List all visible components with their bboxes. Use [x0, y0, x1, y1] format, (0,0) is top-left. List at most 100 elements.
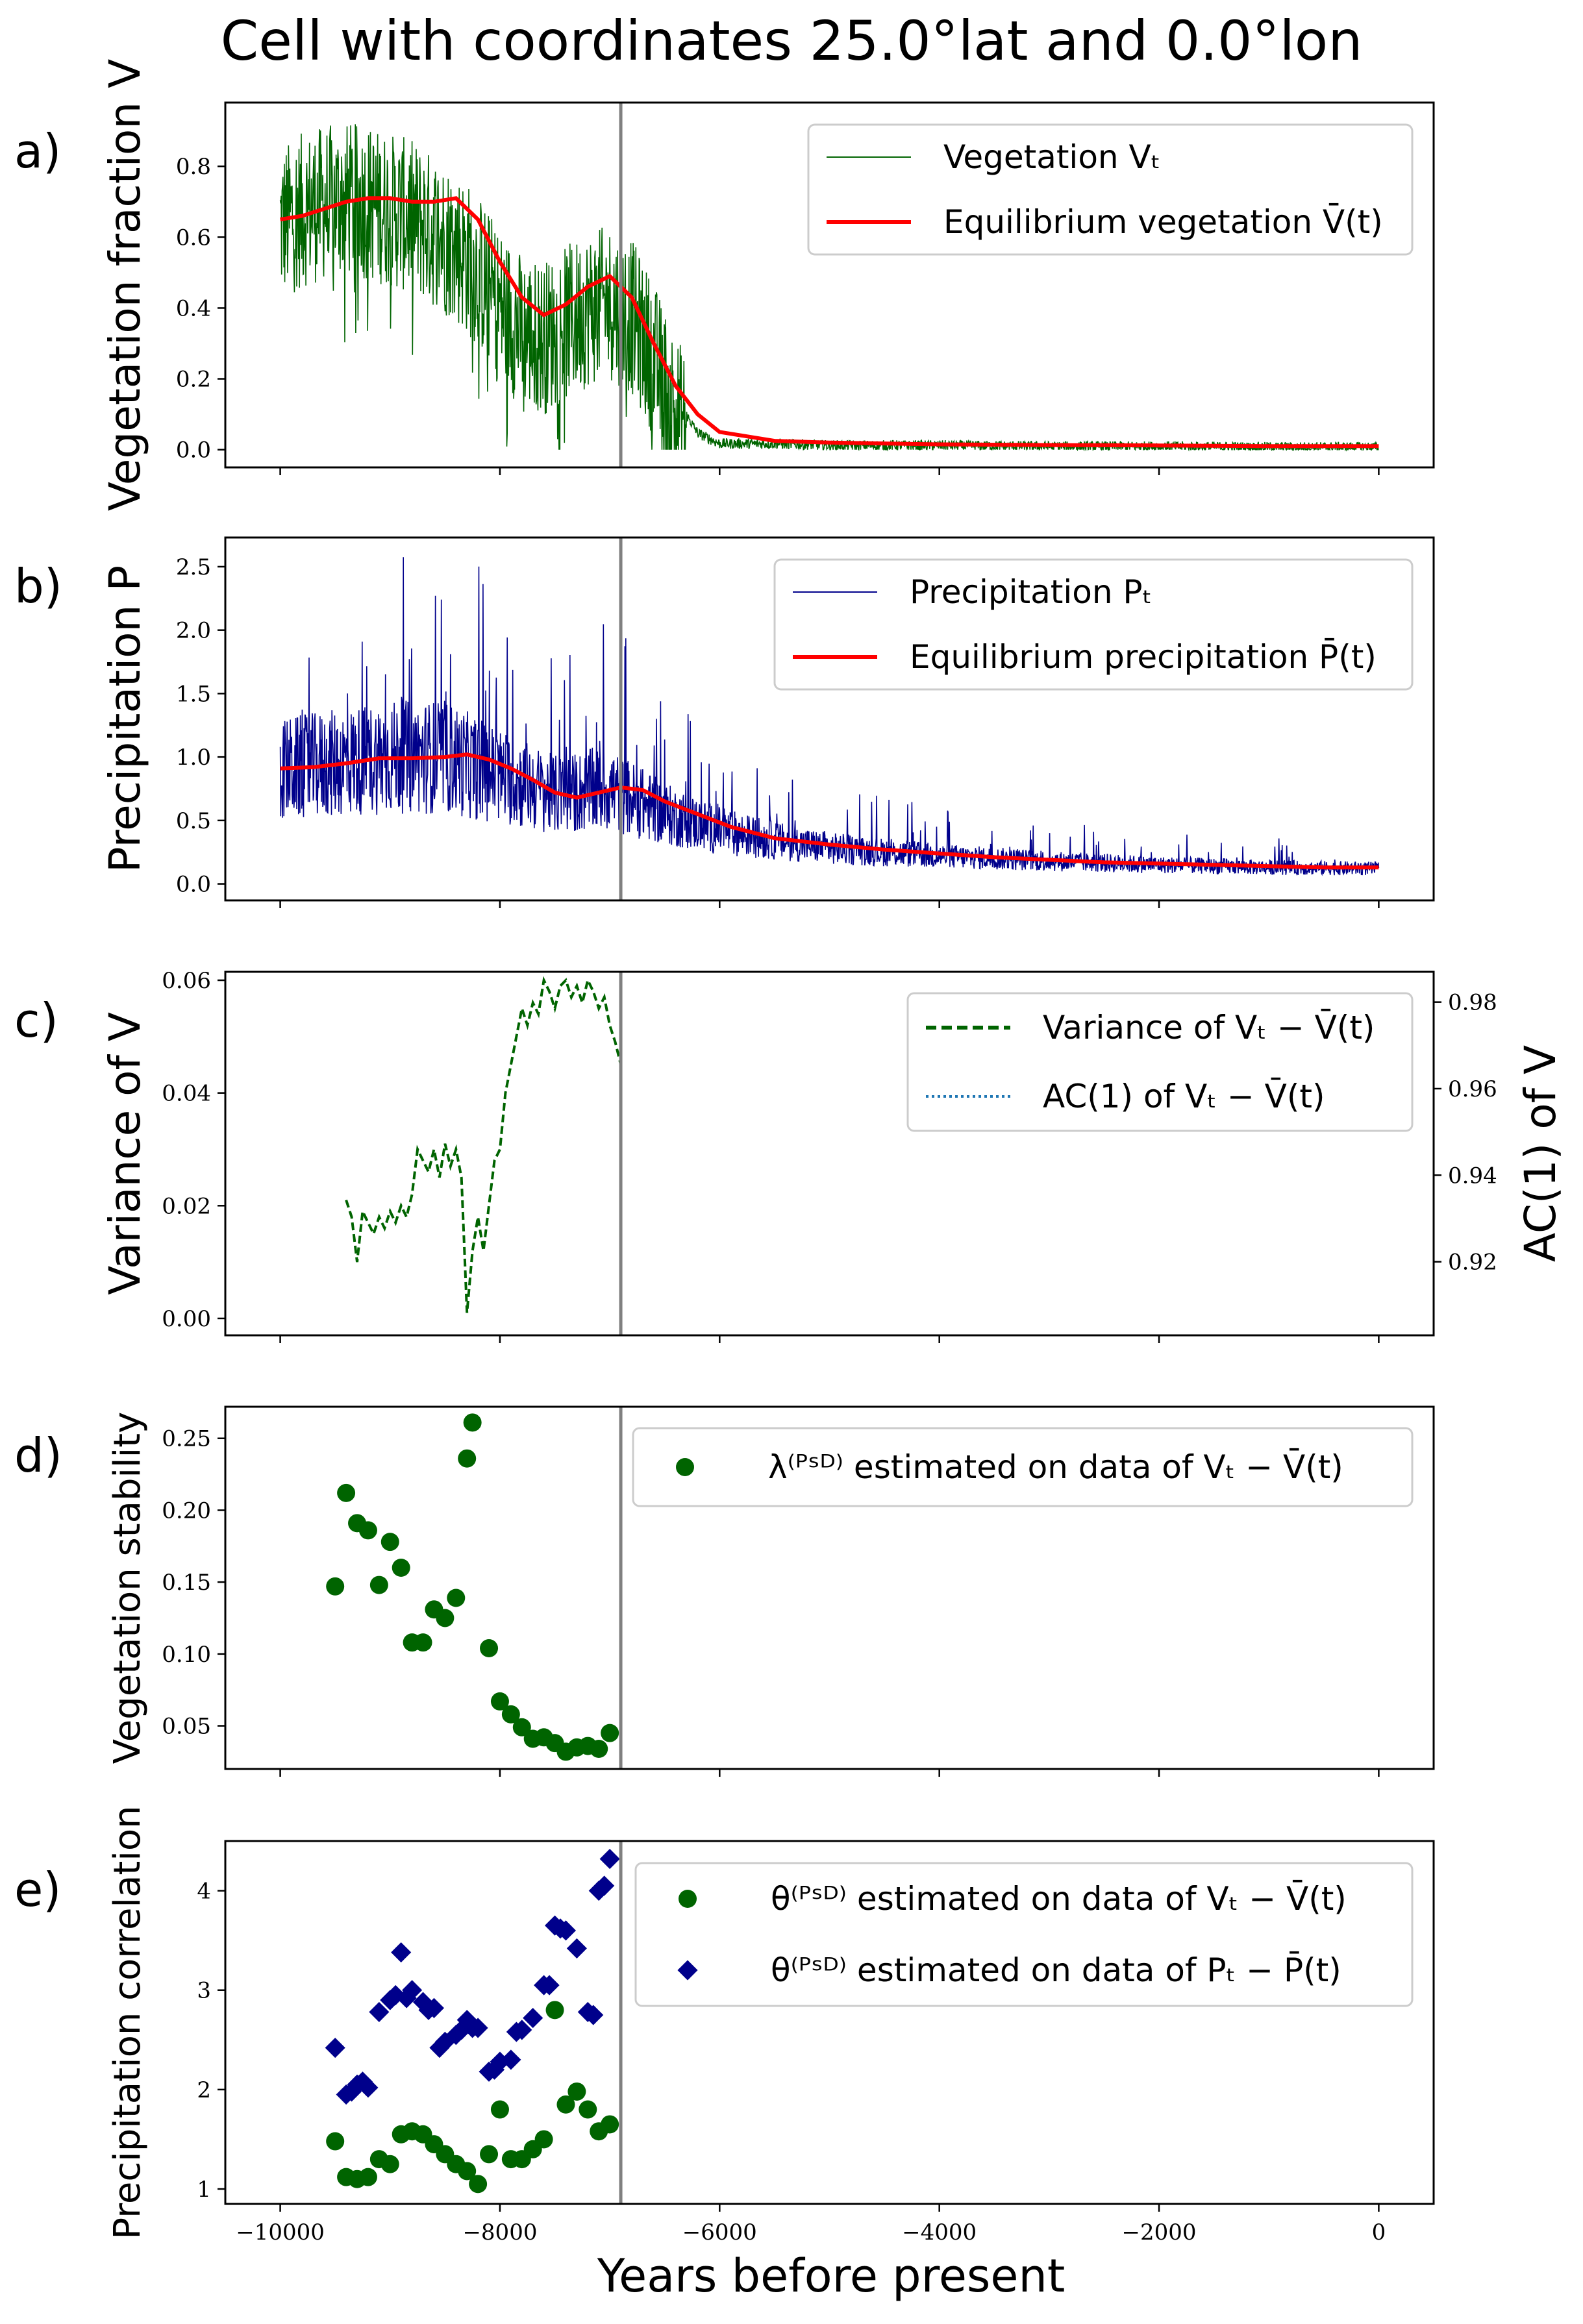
data-point [501, 1705, 520, 1724]
y-tick-label: 0.2 [176, 367, 211, 393]
data-point [601, 2115, 619, 2134]
legend-box [773, 558, 1414, 691]
data-point [480, 2145, 499, 2164]
data-point [469, 2175, 488, 2194]
x-tick-label: −8000 [462, 2219, 537, 2245]
y-axis-label: Precipitation P [100, 565, 150, 872]
x-tick-label: 0 [1372, 2219, 1386, 2245]
y-axis-label: Variance of V [100, 1012, 150, 1295]
data-point [458, 1449, 477, 1468]
data-point [414, 1633, 432, 1652]
data-point [545, 2001, 564, 2020]
y2-tick-label: 0.94 [1448, 1163, 1497, 1189]
legend-label: Equilibrium vegetation V̄(t) [943, 203, 1383, 241]
data-point-diamond [512, 2020, 532, 2040]
legend-box [634, 1862, 1414, 2007]
panel-e: e) Precipitation correlation 1 2 3 4 −10000 −80… [14, 1805, 1435, 2245]
y-axis-label: Precipitation correlation [106, 1805, 149, 2239]
series-line-equilibrium [280, 196, 1379, 449]
data-point-diamond [523, 2008, 543, 2029]
y-tick-label: 2.0 [176, 618, 211, 644]
x-tick-label: −10000 [236, 2219, 325, 2245]
data-point [380, 1533, 399, 1551]
data-point [358, 1521, 377, 1540]
data-point-diamond [391, 1942, 412, 1963]
plot-area [325, 1849, 620, 2194]
legend-label: AC(1) of Vₜ − V̄(t) [1043, 1077, 1325, 1115]
data-point-diamond [583, 2005, 604, 2025]
y-tick-label: 1.0 [176, 745, 211, 771]
y-tick-label: 0.0 [176, 438, 211, 464]
data-point [480, 1639, 499, 1657]
y2-tick-label: 0.96 [1448, 1076, 1497, 1102]
panel-letter: b) [14, 559, 62, 613]
legend-label: θ⁽ᴾˢᴰ⁾ estimated on data of Pₜ − P̄(t) [771, 1951, 1341, 1989]
y-tick-label: 1 [197, 2177, 211, 2203]
panel-letter: c) [14, 993, 58, 1048]
legend: Variance of Vₜ − V̄(t) AC(1) of Vₜ − V̄(t… [906, 992, 1414, 1132]
data-point-diamond [539, 1975, 560, 1996]
legend-marker [679, 1890, 697, 1908]
data-point-diamond [594, 1875, 615, 1896]
legend: θ⁽ᴾˢᴰ⁾ estimated on data of Vₜ − V̄(t) θ⁽… [634, 1862, 1414, 2007]
panels: a) Vegetation fraction V 0.0 0.2 0.4 0.6 0.8 Ve… [14, 59, 1565, 2245]
axes-frame [224, 101, 1435, 469]
data-point [490, 2100, 509, 2119]
data-point [463, 1413, 482, 1432]
y-tick-label: 0.05 [162, 1714, 211, 1740]
panel-c: c) Variance of V 0.00 0.02 0.04 0.06 0.92 0.94 0… [14, 968, 1565, 1343]
data-point [534, 2130, 553, 2149]
data-point-diamond [599, 1849, 620, 1870]
data-point [436, 1609, 455, 1627]
data-point-diamond [566, 1938, 587, 1959]
data-point-diamond [423, 1997, 445, 2018]
x-tick-label: −2000 [1122, 2219, 1197, 2245]
legend: Precipitation Pₜ Equilibrium precipitatio… [773, 558, 1414, 691]
y2-tick-label: 0.92 [1448, 1250, 1497, 1276]
y-tick-label: 0.25 [162, 1426, 211, 1452]
legend-label: θ⁽ᴾˢᴰ⁾ estimated on data of Vₜ − V̄(t) [771, 1879, 1347, 1918]
data-point [369, 1576, 388, 1594]
y-tick-label: 0.10 [162, 1642, 211, 1668]
y-tick-label: 0.15 [162, 1570, 211, 1596]
plot-area [326, 1413, 619, 1761]
data-point [590, 1740, 608, 1758]
series-line-variance [345, 976, 623, 1313]
data-point-diamond [555, 1920, 577, 1941]
y-tick-label: 0.04 [162, 1081, 211, 1107]
y-axis-label: Vegetation fraction V [100, 59, 150, 512]
y-tick-label: 0.20 [162, 1498, 211, 1524]
y-tick-label: 4 [197, 1879, 211, 1905]
y-tick-label: 0.00 [162, 1306, 211, 1332]
panel-d: d) Vegetation stability 0.05 0.10 0.15 0.20 0.… [14, 1405, 1435, 1777]
legend-box [632, 1427, 1414, 1507]
data-point [567, 2082, 586, 2101]
figure-title: Cell with coordinates 25.0°lat and 0.0°l… [221, 9, 1363, 73]
panel-b: b) Precipitation P 0.0 0.5 1.0 1.5 2.0 2.5 Preci… [14, 536, 1435, 908]
x-tick-label: −4000 [902, 2219, 977, 2245]
data-point-diamond [402, 1980, 423, 2001]
data-point [490, 1692, 509, 1711]
y-axis-label: Vegetation stability [106, 1412, 149, 1764]
data-point [579, 2100, 597, 2119]
data-point [601, 1724, 619, 1742]
y-tick-label: 3 [197, 1978, 211, 2004]
panel-letter: d) [14, 1428, 62, 1483]
axes-frame [224, 1405, 1435, 1770]
y-tick-label: 0.6 [176, 225, 211, 251]
legend-label: Equilibrium precipitation P̄(t) [910, 637, 1377, 676]
y-tick-label: 0.02 [162, 1193, 211, 1219]
plot-area [279, 124, 1379, 452]
plot-area [345, 976, 623, 1313]
legend-label: Vegetation Vₜ [943, 138, 1160, 176]
panel-a: a) Vegetation fraction V 0.0 0.2 0.4 0.6 0.8 Ve… [14, 59, 1435, 512]
data-point [358, 2168, 377, 2186]
axes-frame [224, 536, 1435, 902]
plot-area [279, 557, 1380, 876]
data-point-diamond [358, 2077, 379, 2098]
series-line-equilibrium [280, 752, 1379, 870]
legend: Vegetation Vₜ Equilibrium vegetation V̄(t… [807, 123, 1414, 256]
y-tick-label: 2 [197, 2077, 211, 2103]
x-axis-label: Years before present [597, 2249, 1066, 2303]
axes-frame [224, 1840, 1435, 2205]
